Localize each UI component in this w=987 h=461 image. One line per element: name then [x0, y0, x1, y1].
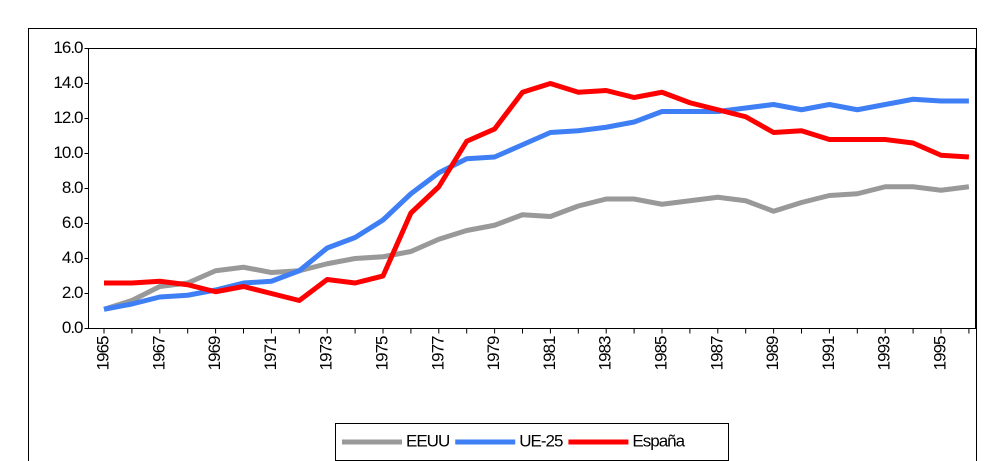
legend-label: España: [632, 431, 685, 450]
y-tick-label: 4.0: [62, 248, 83, 267]
x-tick-label: 1975: [372, 336, 391, 370]
series-line: [103, 96, 969, 312]
x-tick-label: 1987: [707, 336, 726, 370]
x-tick-label: 1969: [205, 336, 224, 370]
x-tick-label: 1971: [261, 336, 280, 370]
y-tick-label: 16.0: [53, 38, 83, 57]
legend: EEUU UE-25 España: [335, 423, 729, 461]
x-tick-label: 1981: [540, 336, 559, 370]
series-line: [103, 184, 970, 312]
y-tick-label: 14.0: [53, 73, 83, 92]
y-tick-label: 12.0: [53, 108, 83, 127]
x-tick-label: 1965: [93, 336, 112, 370]
x-tick-label: 1979: [484, 336, 503, 370]
y-tick-label: 0.0: [62, 318, 83, 337]
legend-label: EEUU: [406, 431, 449, 450]
x-tick-label: 1989: [763, 336, 782, 370]
x-tick-label: 1977: [428, 336, 447, 370]
y-tick-label: 6.0: [62, 213, 83, 232]
x-tick-label: 1967: [149, 336, 168, 370]
series-line: [104, 81, 970, 303]
y-tick-label: 10.0: [53, 143, 83, 162]
x-tick-label: 1985: [651, 336, 670, 370]
y-tick-label: 2.0: [62, 283, 83, 302]
outer-frame: [28, 28, 977, 461]
y-tick-label: 8.0: [62, 178, 83, 197]
x-tick-label: 1991: [819, 336, 838, 370]
x-tick-label: 1983: [596, 336, 615, 370]
x-tick-label: 1973: [317, 336, 336, 370]
x-tick-label: 1995: [930, 336, 949, 370]
x-tick-label: 1993: [875, 336, 894, 370]
legend-label: UE-25: [519, 431, 563, 450]
